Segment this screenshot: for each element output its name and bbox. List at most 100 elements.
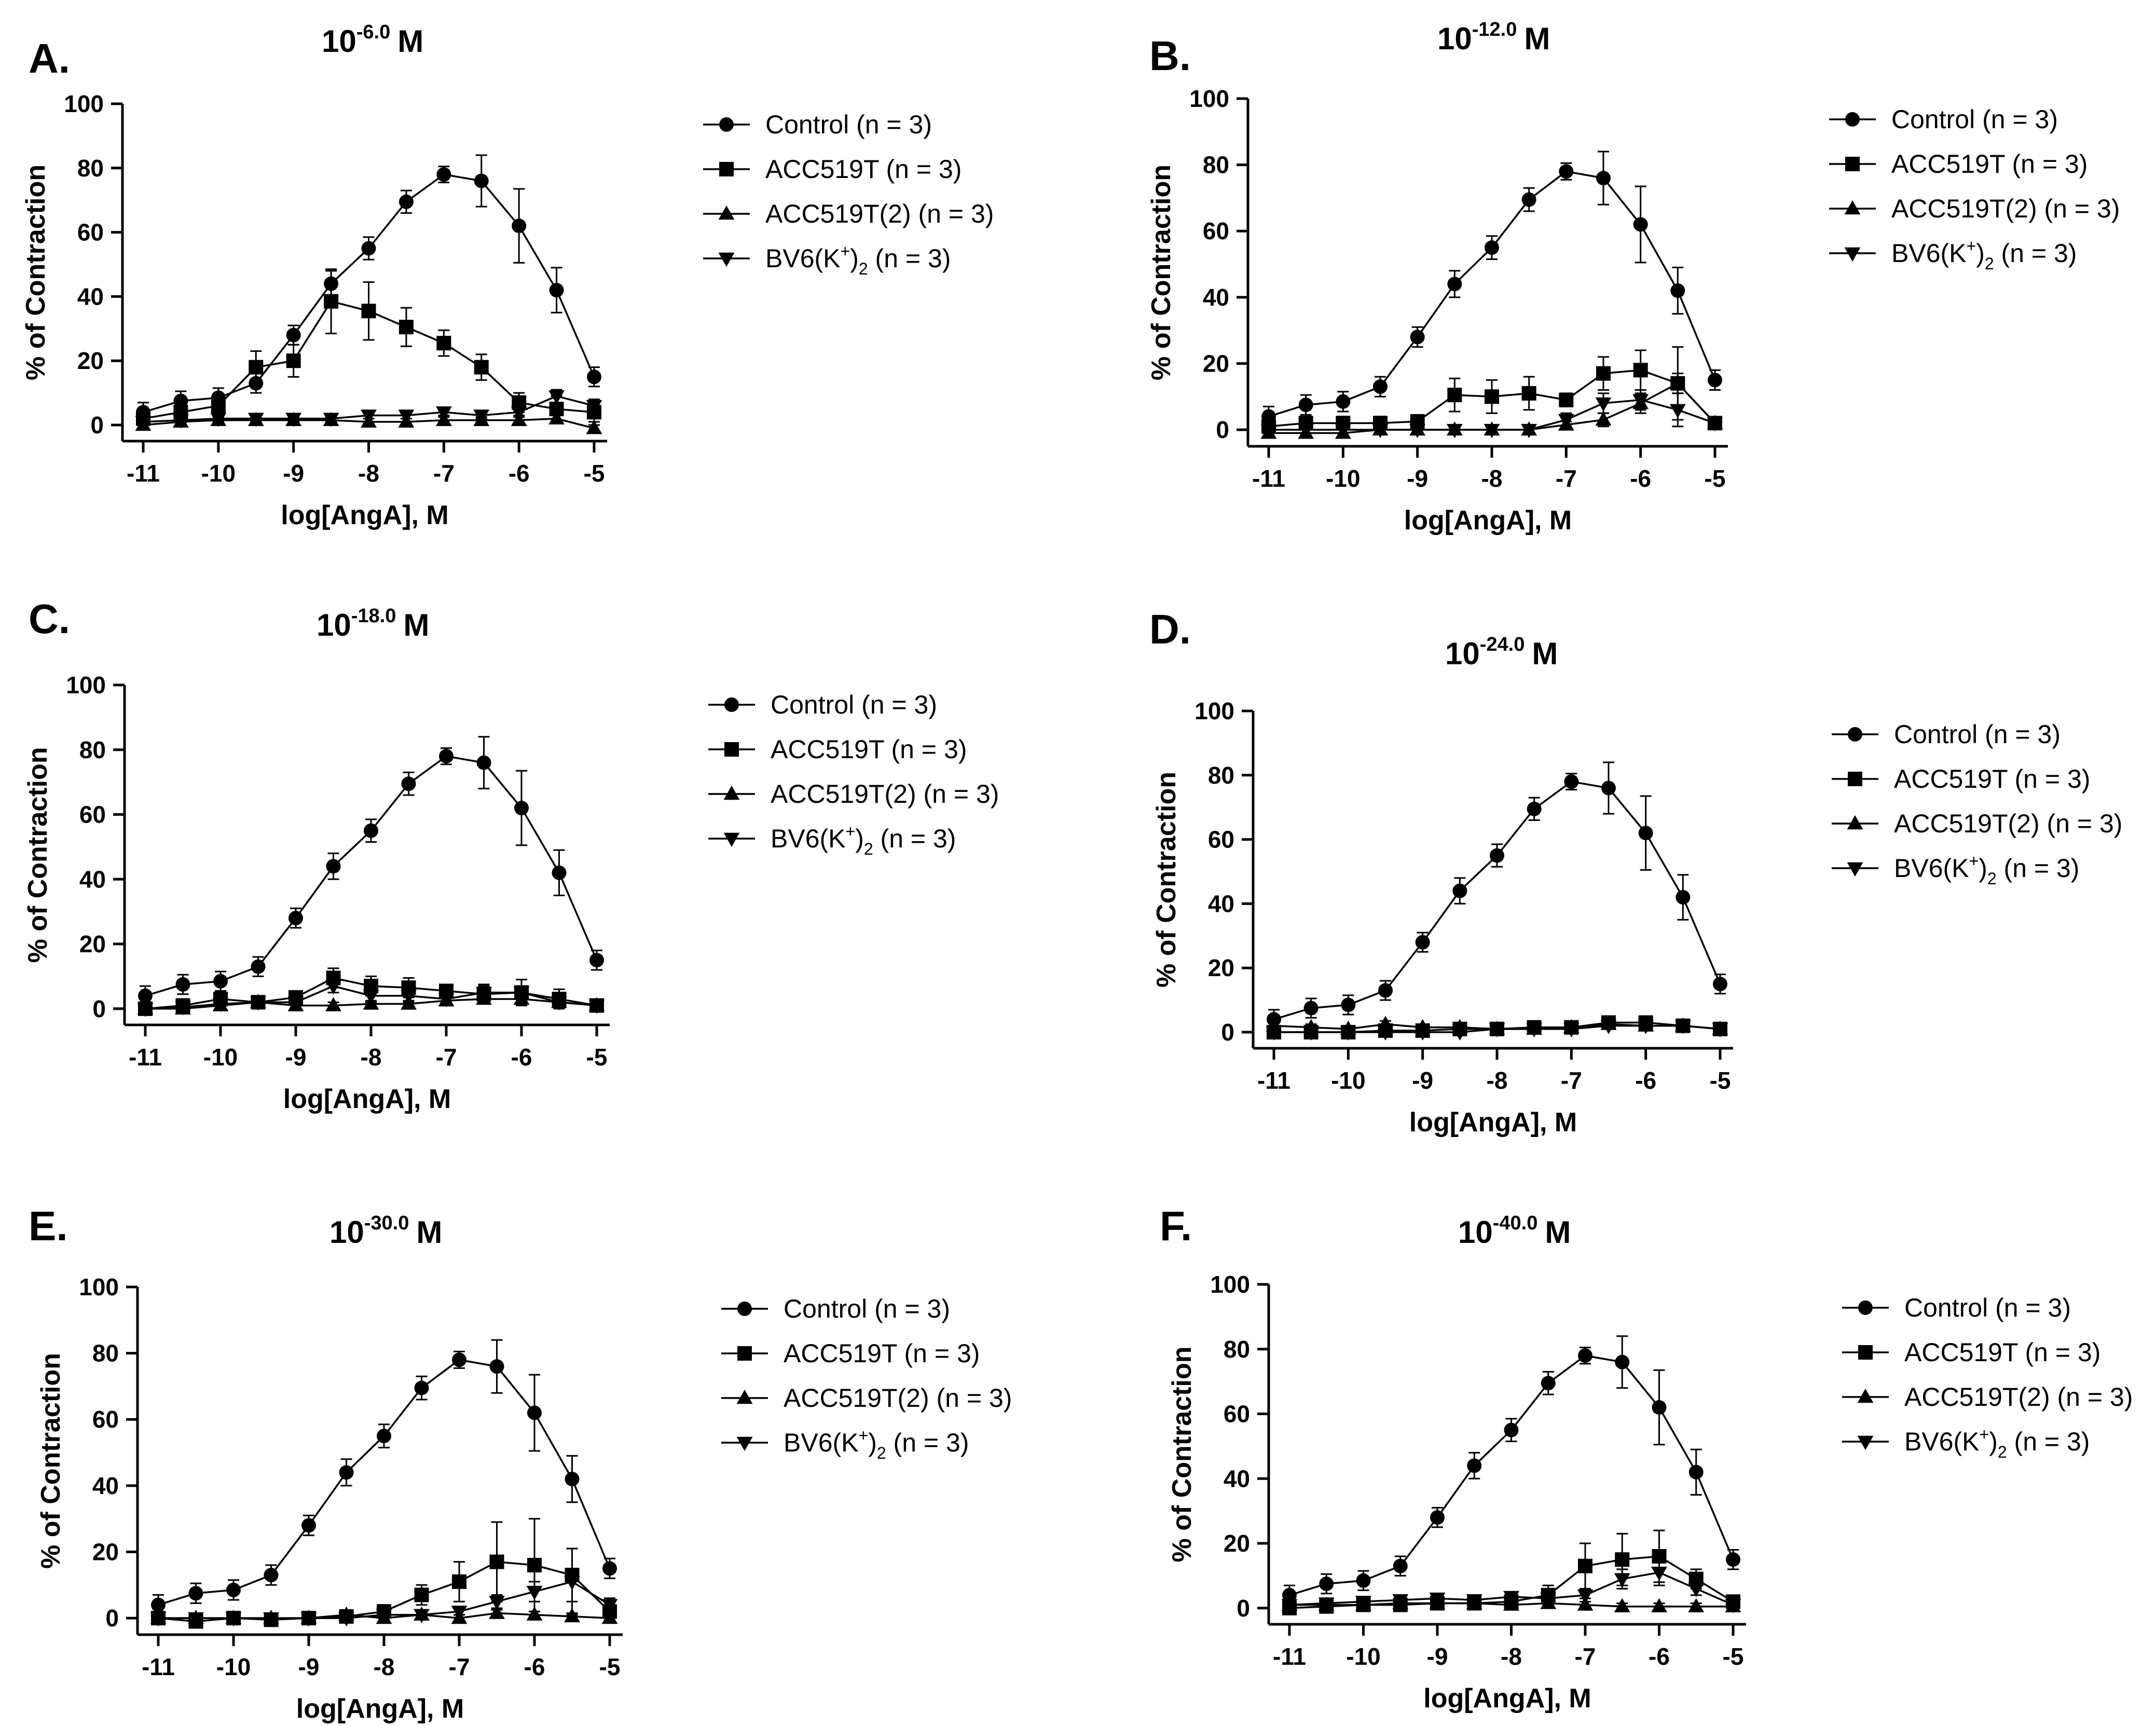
legend-label: ACC519T(2) (n = 3) [1894, 809, 2122, 838]
data-point [175, 977, 190, 992]
legend: Control (n = 3) ACC519T (n = 3) ACC519T(2)… [721, 1294, 1012, 1462]
data-point [1452, 883, 1467, 898]
data-point [1335, 423, 1351, 439]
data-point [249, 360, 264, 375]
data-point [210, 413, 227, 427]
data-point [212, 998, 229, 1012]
data-point [514, 801, 529, 816]
title-unit: M [1532, 636, 1558, 671]
data-point [1336, 394, 1351, 409]
legend-subscript: 2 [1998, 1443, 2007, 1461]
x-tick-label: -9 [298, 1653, 320, 1680]
y-tick-label: 80 [92, 1340, 119, 1367]
title-unit: M [397, 24, 423, 59]
data-point [151, 1597, 166, 1612]
data-point [589, 953, 604, 968]
x-tick-label: -6 [524, 1653, 545, 1680]
series-line [1273, 780, 1721, 1020]
title-unit: M [403, 608, 429, 642]
data-point [300, 1612, 317, 1627]
data-point [137, 1003, 154, 1017]
data-point [338, 1612, 354, 1627]
panel-letter: C. [29, 596, 70, 642]
chart-panel-5: F. 10-40.0 M 0 20 40 60 80 100 -11 -10 -9 -8 -7 -6 -5 lo… [1160, 1203, 2133, 1714]
data-point [401, 990, 417, 1004]
x-tick-label: -9 [283, 460, 304, 487]
x-tick-label: -11 [127, 460, 160, 487]
data-point [601, 1609, 618, 1624]
y-tick-label: 0 [1221, 1019, 1234, 1046]
data-point [285, 413, 302, 427]
title-exponent: -12.0 [1472, 19, 1517, 40]
y-axis-label: % of Contraction [1167, 1347, 1197, 1563]
data-point [452, 1352, 466, 1367]
data-point [286, 353, 301, 368]
data-point [1341, 997, 1356, 1012]
data-point [1340, 1026, 1356, 1041]
x-tick-label: -7 [1575, 1643, 1596, 1670]
data-point [527, 1405, 542, 1420]
legend-marker [1848, 727, 1862, 742]
data-point [173, 414, 189, 429]
legend-marker [1857, 1388, 1874, 1403]
legend: Control (n = 3) ACC519T (n = 3) ACC519T(2)… [1832, 720, 2122, 888]
series-circle [1282, 1335, 1740, 1606]
data-point [1614, 1573, 1630, 1587]
title-unit: M [416, 1215, 442, 1250]
legend-marker [1845, 112, 1860, 127]
legend: Control (n = 3) ACC519T (n = 3) ACC519T(2)… [708, 690, 999, 858]
data-point [173, 393, 188, 408]
data-point [1632, 394, 1649, 408]
x-tick-label: -9 [1412, 1067, 1433, 1094]
data-point [1578, 1558, 1592, 1573]
data-point [1688, 1583, 1705, 1597]
data-point [363, 990, 379, 1004]
legend-label: ACC519T(2) (n = 3) [771, 779, 999, 809]
data-point [1541, 1376, 1556, 1391]
y-tick-label: 100 [1194, 697, 1234, 724]
y-tick-label: 60 [77, 219, 104, 246]
data-point [250, 996, 266, 1011]
x-tick-label: -7 [1561, 1067, 1582, 1094]
series-circle [138, 736, 604, 1007]
x-tick-label: -8 [358, 460, 379, 487]
data-point [1726, 1552, 1740, 1567]
data-point [399, 320, 414, 335]
y-tick-label: 80 [1224, 1336, 1250, 1363]
title-exponent: -24.0 [1480, 634, 1525, 655]
x-tick-label: -11 [129, 1044, 162, 1071]
data-point [549, 283, 564, 298]
data-point [439, 749, 454, 764]
data-point [474, 360, 489, 375]
data-point [175, 1001, 191, 1016]
series-square [1261, 346, 1722, 434]
data-point [1377, 1026, 1394, 1041]
data-point [401, 776, 416, 791]
data-point [1378, 983, 1393, 998]
chart-panel-0: A. 10-6.0 M 0 20 40 60 80 100 -11 -10 -9 -8 -7 -6 -5 log… [21, 21, 994, 530]
data-point [361, 304, 376, 319]
data-point [414, 1587, 429, 1602]
y-axis-label: % of Contraction [21, 165, 51, 380]
y-tick-label: 40 [1208, 890, 1234, 917]
series-circle [1261, 150, 1722, 428]
x-tick-label: -10 [1326, 465, 1360, 492]
data-point [1601, 780, 1616, 796]
legend-label: Control (n = 3) [771, 690, 937, 719]
data-point [1577, 1596, 1594, 1611]
data-point [1652, 1400, 1667, 1415]
legend-marker [1844, 247, 1861, 262]
x-axis-label: log[AngA], M [283, 1084, 451, 1114]
legend-subscript: 2 [859, 259, 868, 278]
y-tick-label: 80 [1203, 152, 1229, 179]
data-point [588, 999, 605, 1014]
data-point [211, 398, 226, 413]
y-tick-label: 80 [79, 736, 106, 763]
legend-label: BV6(K+)2 (n = 3) [1891, 237, 2077, 273]
legend-label: ACC519T (n = 3) [784, 1339, 980, 1368]
panel-letter: A. [29, 35, 70, 81]
legend-rest: (n = 3) [1997, 854, 2080, 883]
panel-letter: B. [1149, 33, 1191, 79]
data-point [1596, 171, 1611, 186]
data-point [1638, 1020, 1654, 1034]
